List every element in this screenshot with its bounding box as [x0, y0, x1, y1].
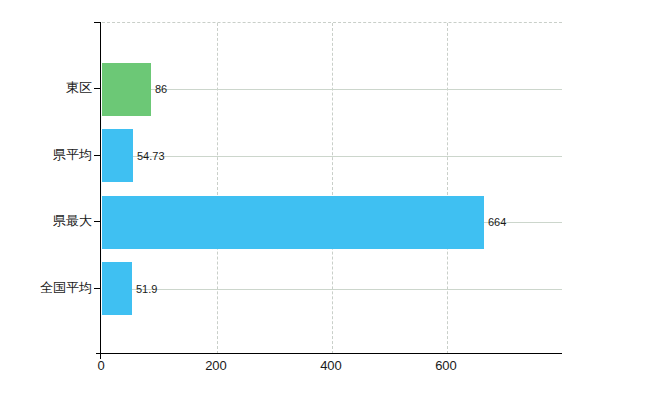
plot-area: 86 54.73 664 51.9 [102, 22, 562, 354]
category-label-県最大: 県最大 [0, 213, 92, 229]
vertical-gridline [447, 23, 448, 354]
horizontal-gridline [102, 289, 562, 290]
bar-chart: 86 54.73 664 51.9 東区県平均県最大全国平均 0 200 400 600 [0, 0, 650, 400]
bar-全国平均 [102, 262, 132, 315]
x-tick-label-200: 200 [192, 358, 240, 373]
category-label-全国平均: 全国平均 [0, 280, 92, 296]
category-label-県平均: 県平均 [0, 147, 92, 163]
horizontal-gridline [102, 156, 562, 157]
bar-県最大 [102, 196, 484, 249]
bar-value-label: 54.73 [137, 149, 165, 163]
bar-value-label: 86 [155, 82, 167, 96]
y-axis-top-tick [94, 22, 101, 23]
horizontal-gridline [102, 89, 562, 90]
y-axis-tick [94, 288, 101, 289]
vertical-gridline [217, 23, 218, 354]
x-tick-label-0: 0 [77, 358, 125, 373]
bar-value-label: 51.9 [136, 282, 157, 296]
bar-value-label: 664 [488, 215, 506, 229]
vertical-gridline [332, 23, 333, 354]
y-axis-tick [94, 155, 101, 156]
bar-東区 [102, 63, 151, 116]
y-axis-tick [94, 221, 101, 222]
x-tick-label-600: 600 [422, 358, 470, 373]
x-axis [96, 353, 562, 354]
y-axis-tick [94, 88, 101, 89]
bar-県平均 [102, 129, 133, 182]
x-tick-label-400: 400 [307, 358, 355, 373]
category-label-東区: 東区 [0, 80, 92, 96]
y-axis [100, 22, 101, 359]
